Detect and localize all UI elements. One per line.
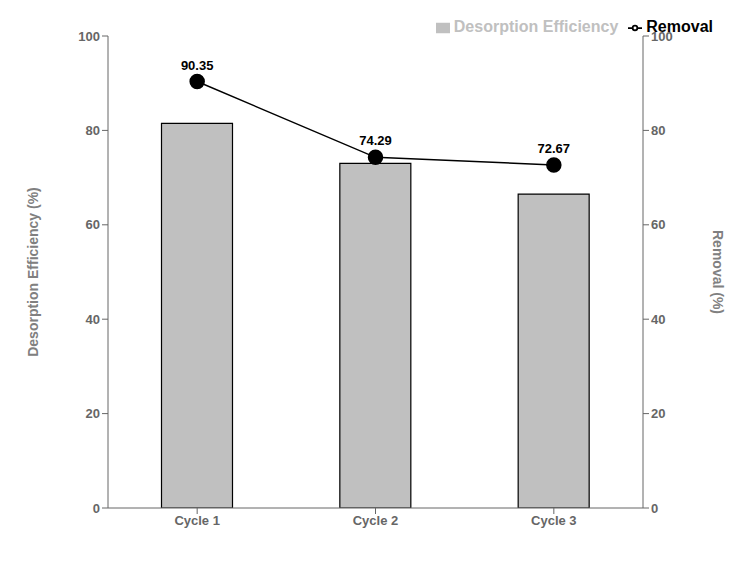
svg-text:100: 100 <box>78 29 100 44</box>
svg-text:Cycle 3: Cycle 3 <box>531 513 577 528</box>
svg-text:90.35: 90.35 <box>181 58 214 73</box>
svg-text:100: 100 <box>651 29 673 44</box>
svg-text:0: 0 <box>651 501 658 516</box>
svg-text:74.29: 74.29 <box>359 133 392 148</box>
svg-text:20: 20 <box>86 406 100 421</box>
svg-text:80: 80 <box>651 123 665 138</box>
svg-text:Cycle 1: Cycle 1 <box>174 513 220 528</box>
svg-text:40: 40 <box>86 312 100 327</box>
svg-text:Desorption Efficiency (%): Desorption Efficiency (%) <box>25 187 41 357</box>
svg-text:0: 0 <box>93 501 100 516</box>
svg-text:60: 60 <box>86 217 100 232</box>
svg-text:Cycle 2: Cycle 2 <box>353 513 399 528</box>
svg-text:40: 40 <box>651 312 665 327</box>
svg-text:Removal (%): Removal (%) <box>710 230 726 314</box>
svg-text:80: 80 <box>86 123 100 138</box>
svg-text:72.67: 72.67 <box>538 141 571 156</box>
svg-text:20: 20 <box>651 406 665 421</box>
svg-text:60: 60 <box>651 217 665 232</box>
